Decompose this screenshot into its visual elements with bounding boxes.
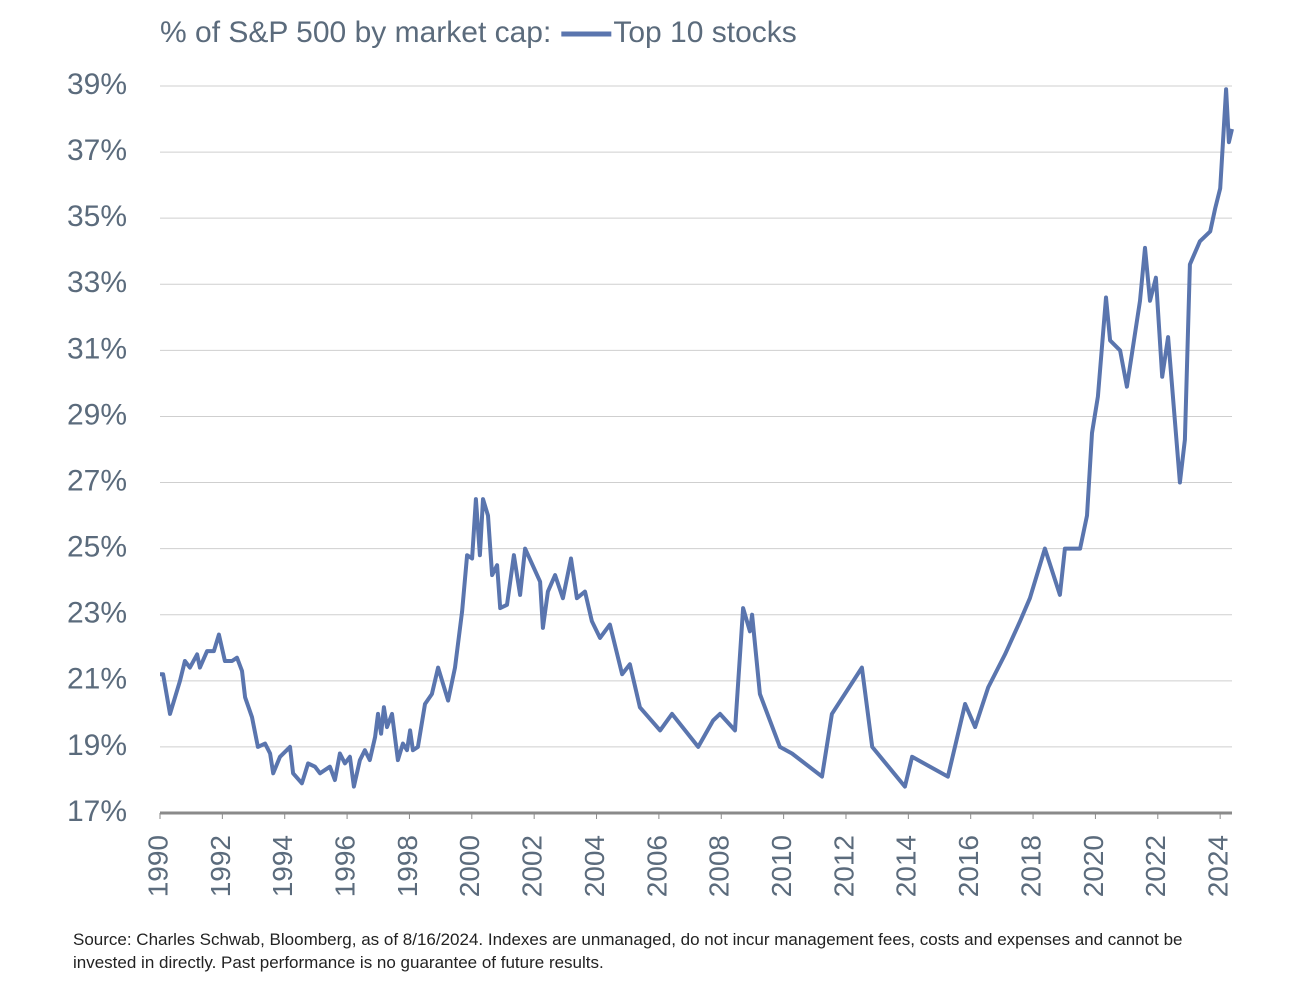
y-tick-label: 21% xyxy=(67,663,127,696)
x-tick-label: 2000 xyxy=(454,835,485,897)
x-tick-label: 2002 xyxy=(517,835,548,897)
y-tick-label: 39% xyxy=(67,68,127,101)
y-tick-label: 25% xyxy=(67,531,127,564)
x-tick-label: 2024 xyxy=(1203,835,1234,897)
y-tick-label: 31% xyxy=(67,332,127,365)
chart: % of S&P 500 by market cap: 17% 19% 21% 23%… xyxy=(67,16,1234,897)
y-tick-label: 23% xyxy=(67,597,127,630)
y-tick-label: 19% xyxy=(67,729,127,762)
y-tick-label: 17% xyxy=(67,795,127,828)
x-tick-label: 2014 xyxy=(891,835,922,897)
x-tick-label: 2004 xyxy=(579,835,610,897)
x-tick-label: 1990 xyxy=(142,835,173,897)
series-line xyxy=(160,87,1234,789)
x-tick-label: 2020 xyxy=(1078,835,1109,897)
y-tick-label: 35% xyxy=(67,200,127,233)
source-note: Source: Charles Schwab, Bloomberg, as of… xyxy=(73,930,1183,972)
x-tick-label: 1994 xyxy=(267,835,298,897)
y-tick-label: 37% xyxy=(67,134,127,167)
x-tick-label: 2006 xyxy=(641,835,672,897)
x-tick-label: 2022 xyxy=(1140,835,1171,897)
y-tick-label: 33% xyxy=(67,266,127,299)
x-tick-label: 1996 xyxy=(329,835,360,897)
x-tick-label: 1992 xyxy=(205,835,236,897)
x-tick-label: 2018 xyxy=(1015,835,1046,897)
y-tick-label: 29% xyxy=(67,398,127,431)
x-tick-label: 2010 xyxy=(766,835,797,897)
legend-label: Top 10 stocks xyxy=(613,16,796,49)
x-tick-label: 2008 xyxy=(704,835,735,897)
y-tick-label: 27% xyxy=(67,464,127,497)
x-tick-label: 2012 xyxy=(828,835,859,897)
x-tick-label: 1998 xyxy=(392,835,423,897)
chart-title: % of S&P 500 by market cap: xyxy=(160,16,551,49)
x-tick-label: 2016 xyxy=(953,835,984,897)
